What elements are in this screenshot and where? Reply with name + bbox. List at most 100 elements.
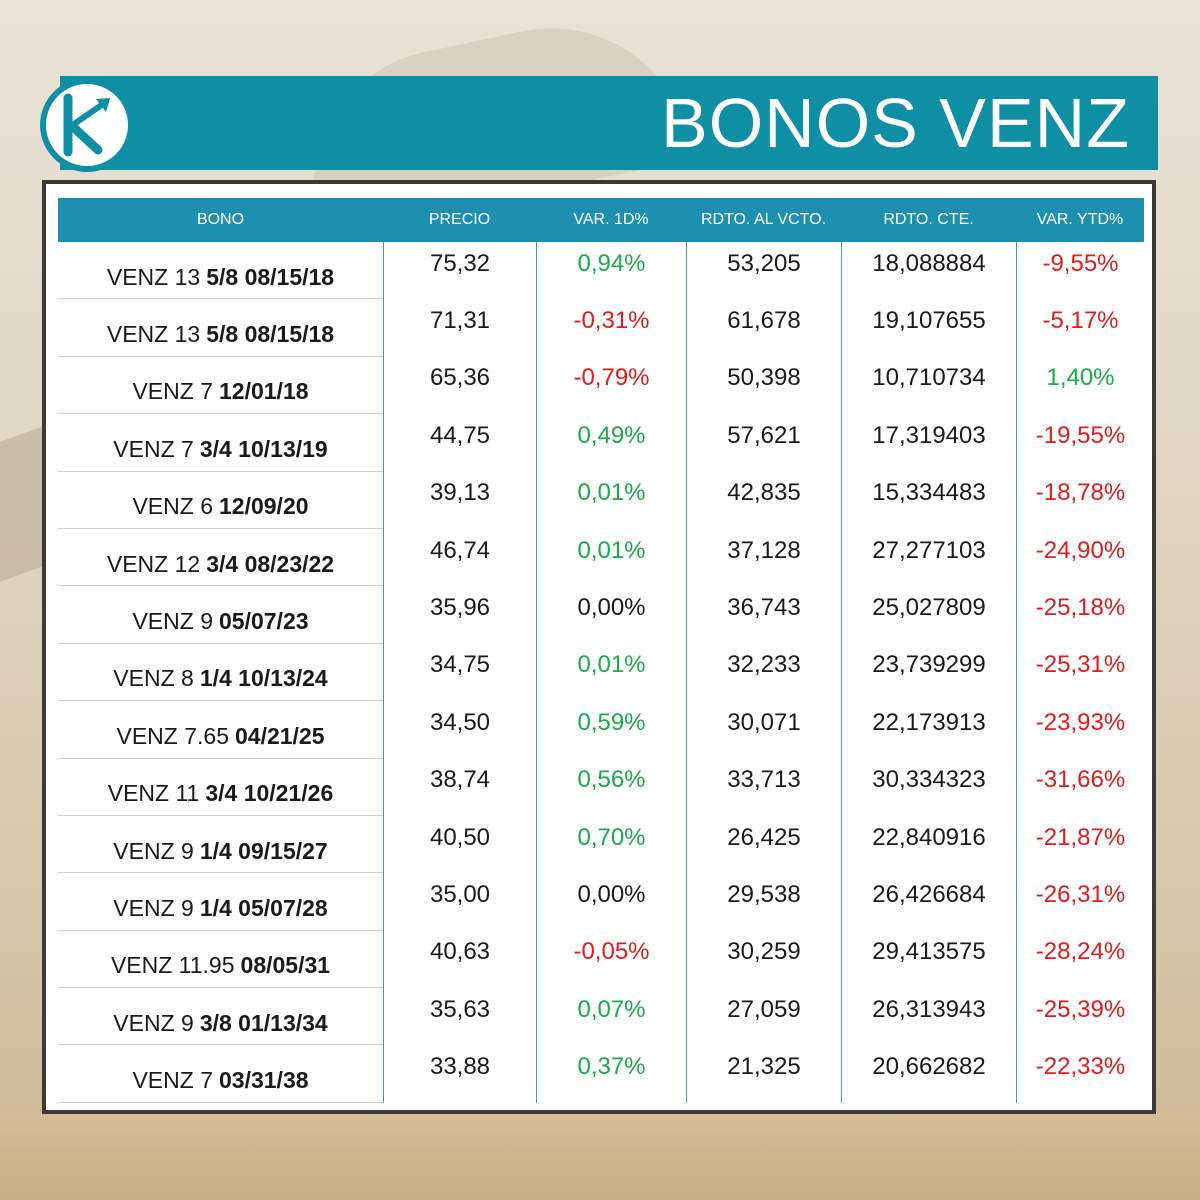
table-row: VENZ 6 12/09/20 39,13 0,01% 42,835 15,334483-… [58,471,1144,529]
bond-terms: 3/4 10/13/19 [199,435,328,462]
cell-bono: VENZ 9 1/4 05/07/28 [58,873,383,931]
bond-issuer: VENZ 8 [113,665,194,692]
cell-precio: 35,96 [383,586,536,644]
bonds-table: BONO PRECIO VAR. 1D% RDTO. AL VCTO. RDTO… [42,180,1156,1114]
bond-terms: 1/4 10/13/24 [199,665,328,692]
cell-bono: VENZ 7 3/4 10/13/19 [58,414,383,472]
table-row: VENZ 7 12/01/18 65,36 -0,79% 50,398 10,710734… [58,356,1144,415]
cell-bono: VENZ 7 12/01/18 [58,357,383,415]
cell-rdto-vcto: 26,425 [686,815,841,874]
cell-var-1d: -0,79% [536,356,686,415]
cell-rdto-vcto: 50,398 [686,356,841,415]
col-header-precio: PRECIO [428,211,491,228]
cell-var-1d: 0,07% [536,988,686,1046]
cell-var-1d: 0,56% [536,758,686,816]
cell-rdto-cte: 27,277103 [841,528,1016,587]
bond-issuer: VENZ 9 [113,1009,194,1036]
cell-precio: 35,63 [383,988,536,1046]
bond-terms: 5/8 08/15/18 [206,263,335,290]
cell-bono: VENZ 11 3/4 10/21/26 [58,759,383,816]
cell-rdto-vcto: 30,071 [686,701,841,759]
table-row: VENZ 9 05/07/23 35,96 0,00% 36,743 25,027809-… [58,586,1144,644]
cell-rdto-vcto: 29,538 [686,873,841,931]
cell-var-1d: 0,00% [536,586,686,644]
cell-rdto-cte: 26,426684 [841,873,1016,931]
cell-var-ytd: -23,93% [1016,701,1144,759]
cell-rdto-vcto: 57,621 [686,414,841,472]
cell-var-ytd: -9,55% [1016,242,1144,300]
cell-precio: 40,50 [383,815,536,874]
cell-rdto-vcto: 33,713 [686,758,841,816]
cell-var-ytd: -19,55% [1016,414,1144,472]
cell-var-1d: 0,37% [536,1045,686,1103]
table-row: VENZ 11.95 08/05/31 40,63 -0,05% 30,259 29,41… [58,930,1144,989]
cell-rdto-cte: 17,319403 [841,414,1016,472]
cell-var-ytd: -28,24% [1016,930,1144,989]
bond-issuer: VENZ 11.95 [110,952,235,979]
cell-rdto-cte: 22,173913 [841,701,1016,759]
cell-precio: 46,74 [383,528,536,587]
bond-issuer: VENZ 9 [132,608,213,635]
cell-rdto-vcto: 21,325 [686,1045,841,1103]
table-body: VENZ 13 5/8 08/15/18 75,32 0,94% 53,205 18,08… [58,242,1144,1103]
cell-precio: 75,32 [383,242,536,300]
table-row: VENZ 12 3/4 08/23/22 46,74 0,01% 37,128 27,27… [58,528,1144,587]
cell-var-ytd: -31,66% [1016,758,1144,816]
cell-rdto-vcto: 32,233 [686,643,841,702]
bond-issuer: VENZ 13 [106,321,201,348]
bond-terms: 3/4 08/23/22 [206,550,335,577]
bond-terms: 12/01/18 [219,378,309,405]
cell-var-1d: 0,59% [536,701,686,759]
bond-terms: 05/07/23 [219,608,309,635]
bond-terms: 08/05/31 [240,952,331,979]
table-row: VENZ 9 1/4 05/07/28 35,00 0,00% 29,538 26,426… [58,873,1144,931]
table-row: VENZ 7.65 04/21/25 34,50 0,59% 30,071 22,1739… [58,701,1144,759]
cell-bono: VENZ 12 3/4 08/23/22 [58,529,383,587]
cell-bono: VENZ 6 12/09/20 [58,472,383,529]
cell-var-1d: 0,00% [536,873,686,931]
cell-rdto-cte: 26,313943 [841,988,1016,1046]
cell-rdto-cte: 20,662682 [841,1045,1016,1103]
table-row: VENZ 7 03/31/38 33,88 0,37% 21,325 20,662682-… [58,1045,1144,1103]
cell-var-1d: 0,49% [536,414,686,472]
col-header-var-ytd: VAR. YTD% [1036,211,1124,228]
cell-var-ytd: -22,33% [1016,1045,1144,1103]
cell-rdto-vcto: 36,743 [686,586,841,644]
cell-var-ytd: -25,18% [1016,586,1144,644]
bond-terms: 3/8 01/13/34 [199,1009,328,1036]
cell-bono: VENZ 8 1/4 10/13/24 [58,644,383,702]
header-bar: BONOS VENZ [60,76,1158,170]
bond-issuer: VENZ 7 [132,378,213,405]
bond-issuer: VENZ 7 [132,1067,213,1094]
bond-issuer: VENZ 9 [113,894,194,921]
bond-issuer: VENZ 7 [113,435,194,462]
cell-bono: VENZ 9 1/4 09/15/27 [58,816,383,874]
bond-issuer: VENZ 12 [106,550,201,577]
bond-terms: 1/4 09/15/27 [199,837,328,864]
bond-issuer: VENZ 11 [107,780,200,807]
table-header: BONO PRECIO VAR. 1D% RDTO. AL VCTO. RDTO… [58,198,1144,242]
table-row: VENZ 9 3/8 01/13/34 35,63 0,07% 27,059 26,313… [58,988,1144,1046]
cell-var-ytd: -26,31% [1016,873,1144,931]
cell-rdto-vcto: 61,678 [686,299,841,357]
col-header-rdto-cte: RDTO. CTE. [883,211,974,228]
cell-bono: VENZ 13 5/8 08/15/18 [58,299,383,357]
cell-precio: 65,36 [383,356,536,415]
table-row: VENZ 13 5/8 08/15/18 71,31 -0,31% 61,678 19,1… [58,299,1144,357]
cell-precio: 34,75 [383,643,536,702]
cell-rdto-cte: 19,107655 [841,299,1016,357]
cell-rdto-cte: 10,710734 [841,356,1016,415]
cell-rdto-cte: 23,739299 [841,643,1016,702]
bond-terms: 04/21/25 [234,722,325,749]
cell-precio: 40,63 [383,930,536,989]
col-header-var-1d: VAR. 1D% [573,211,649,228]
brand-logo-icon [40,78,134,172]
cell-bono: VENZ 9 05/07/23 [58,586,383,644]
cell-rdto-cte: 25,027809 [841,586,1016,644]
cell-var-ytd: -18,78% [1016,471,1144,529]
cell-rdto-cte: 22,840916 [841,815,1016,874]
cell-rdto-vcto: 27,059 [686,988,841,1046]
cell-rdto-vcto: 37,128 [686,528,841,587]
cell-precio: 39,13 [383,471,536,529]
cell-var-ytd: -25,31% [1016,643,1144,702]
